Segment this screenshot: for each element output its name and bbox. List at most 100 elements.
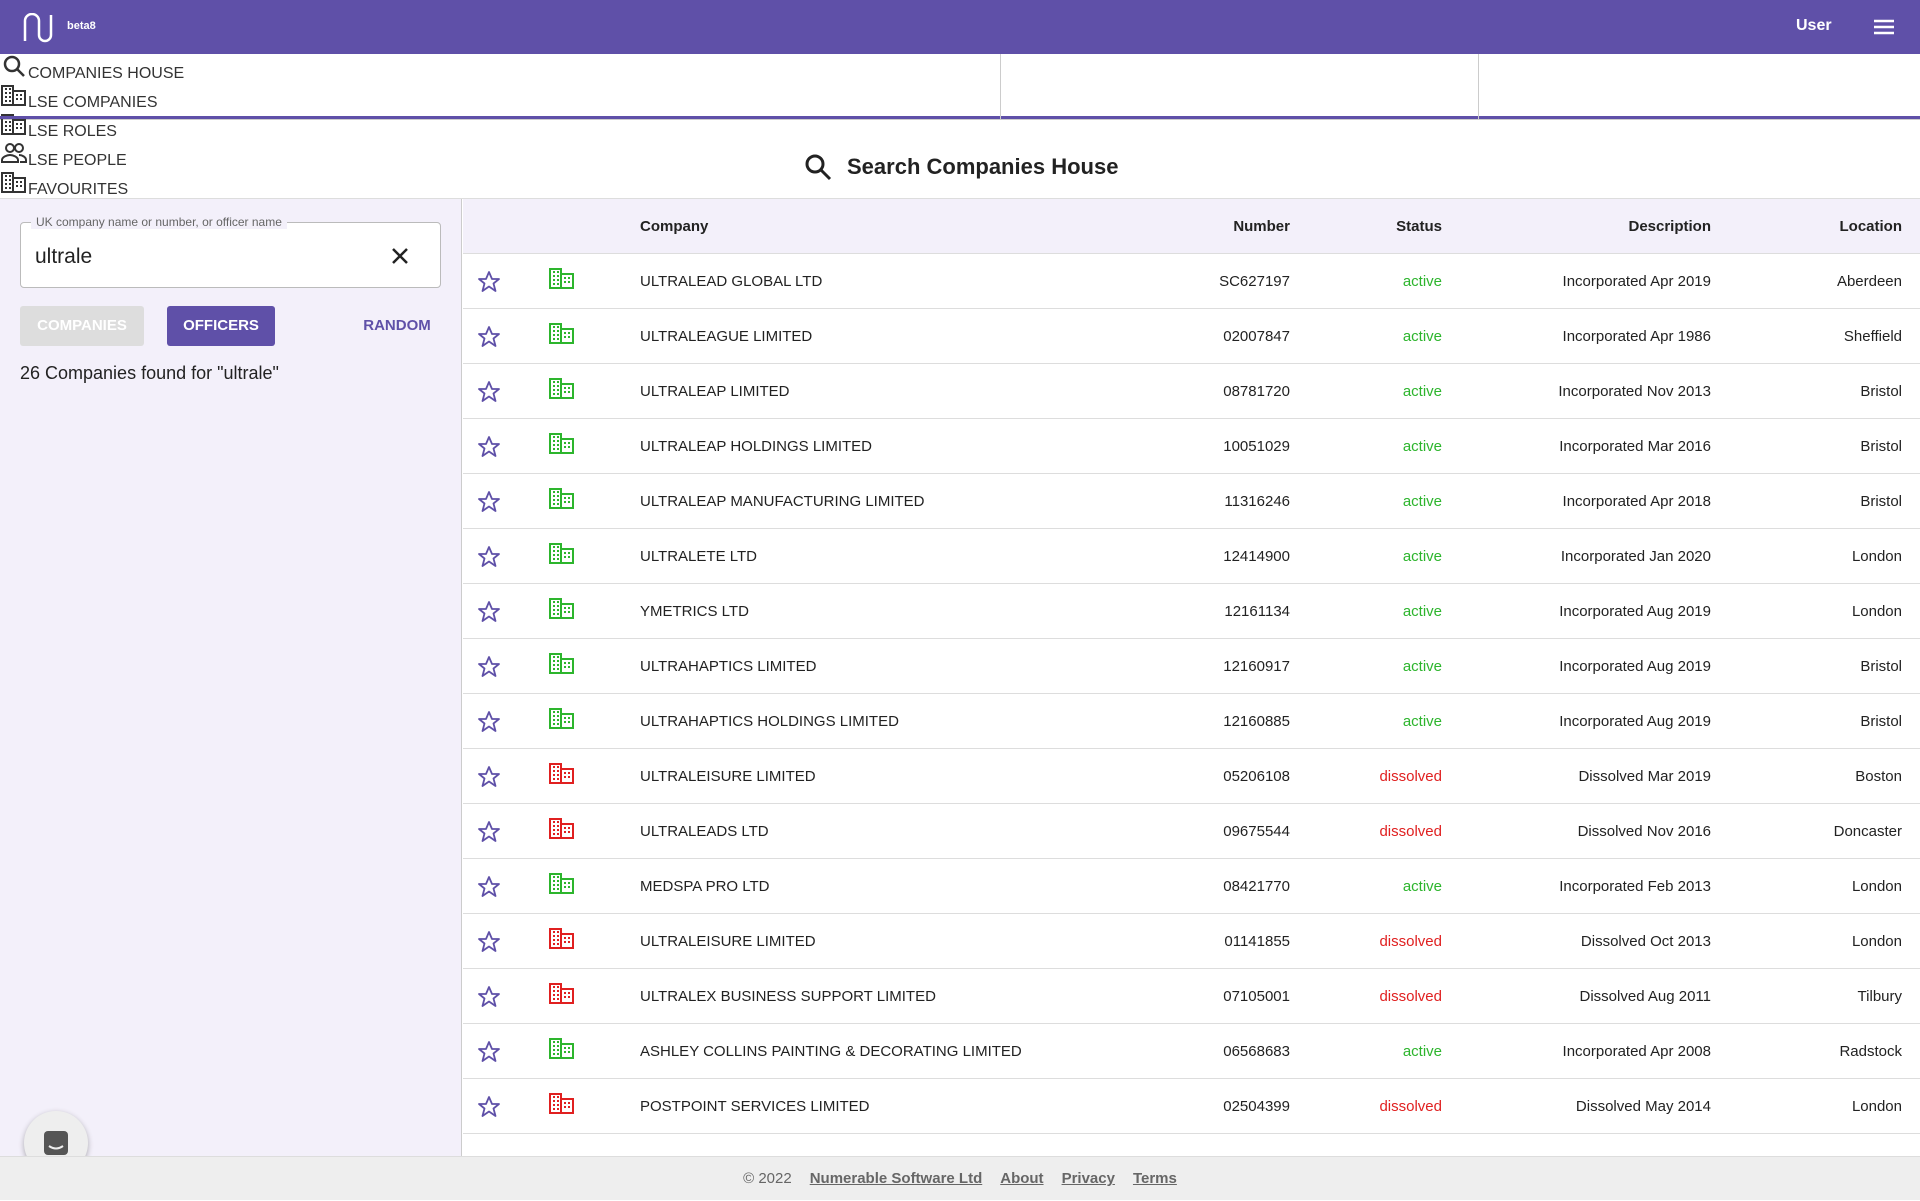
table-row[interactable]: POSTPOINT SERVICES LIMITED 02504399 dissol… <box>463 1079 1920 1134</box>
column-header[interactable]: Location <box>1839 218 1903 235</box>
menu-button[interactable] <box>1872 17 1896 37</box>
tab-label: FAVOURITES <box>28 181 129 198</box>
tab[interactable]: LSE PEOPLE <box>0 141 276 170</box>
company-description: Dissolved Oct 2013 <box>1580 933 1711 950</box>
company-description: Incorporated Feb 2013 <box>1559 878 1711 895</box>
tab-label: LSE ROLES <box>28 123 117 140</box>
company-number: 08421770 <box>1223 878 1290 895</box>
input-value: ultrale <box>35 245 93 268</box>
company-description: Incorporated Apr 1986 <box>1562 328 1711 345</box>
company-location: Sheffield <box>1843 328 1902 345</box>
table-row[interactable]: ULTRALEISURE LIMITED 05206108 dissolved Dis… <box>463 749 1920 804</box>
status-icon <box>548 580 576 635</box>
companies-button[interactable]: COMPANIES <box>20 306 144 346</box>
column-header[interactable]: Company <box>640 218 709 235</box>
company-status: active <box>1402 1043 1442 1060</box>
footer-link[interactable]: Privacy <box>1061 1170 1115 1187</box>
random-button[interactable]: RANDOM <box>363 317 431 334</box>
company-location: Aberdeen <box>1836 273 1902 290</box>
company-location: Bristol <box>1860 493 1902 510</box>
company-name: ULTRALEAP MANUFACTURING LIMITED <box>640 493 925 510</box>
tab[interactable]: FAVOURITES <box>0 170 276 199</box>
column-header[interactable]: Description <box>1628 218 1711 235</box>
table-header: Company Number Status Description Location <box>463 199 1920 254</box>
company-description: Incorporated Nov 2013 <box>1558 383 1711 400</box>
favourite-star[interactable] <box>477 474 501 529</box>
status-icon <box>548 800 576 855</box>
status-icon <box>548 910 576 965</box>
tab[interactable]: LSE COMPANIES <box>0 83 276 112</box>
favourite-star[interactable] <box>477 914 501 969</box>
tab[interactable]: COMPANIES HOUSE <box>0 54 1920 119</box>
logo[interactable] <box>22 13 54 43</box>
table-row[interactable]: ULTRALEISURE LIMITED 01141855 dissolved Dis… <box>463 914 1920 969</box>
column-header[interactable]: Number <box>1233 218 1290 235</box>
search-input[interactable]: UK company name or number, or officer na… <box>20 215 441 288</box>
table-row[interactable]: ULTRALEX BUSINESS SUPPORT LIMITED 0710500… <box>463 969 1920 1024</box>
status-icon <box>548 360 576 415</box>
user-menu[interactable]: User <box>1796 17 1832 34</box>
favourite-star[interactable] <box>477 584 501 639</box>
table-row[interactable]: MEDSPA PRO LTD 08421770 active Incorporated… <box>463 859 1920 914</box>
favourite-star[interactable] <box>477 254 501 309</box>
search-icon <box>805 154 832 181</box>
favourite-star[interactable] <box>477 749 501 804</box>
favourite-star[interactable] <box>477 364 501 419</box>
footer: © 2022 Numerable Software Ltd About Privacy… <box>0 1156 1920 1200</box>
table-row[interactable]: YMETRICS LTD 12161134 active Incorporated A… <box>463 584 1920 639</box>
tab-label: LSE COMPANIES <box>28 94 158 111</box>
company-status: active <box>1402 493 1442 510</box>
company-name: ULTRALEISURE LIMITED <box>640 933 816 950</box>
favourite-star[interactable] <box>477 1079 501 1134</box>
footer-link[interactable]: Numerable Software Ltd <box>809 1170 983 1187</box>
company-location: Bristol <box>1860 713 1902 730</box>
company-description: Incorporated Aug 2019 <box>1559 603 1711 620</box>
company-name: YMETRICS LTD <box>640 603 749 620</box>
company-name: POSTPOINT SERVICES LIMITED <box>640 1098 870 1115</box>
company-description: Incorporated Aug 2019 <box>1559 658 1711 675</box>
favourite-star[interactable] <box>477 804 501 859</box>
tab-label: LSE PEOPLE <box>28 152 127 169</box>
officers-button[interactable]: OFFICERS <box>167 306 275 346</box>
footer-link[interactable]: About <box>1000 1170 1044 1187</box>
company-description: Incorporated Apr 2008 <box>1562 1043 1711 1060</box>
tab-bar: COMPANIES HOUSE LSE COMPANIES LSE ROLES LSE… <box>0 54 1920 285</box>
badge: beta8 <box>67 20 96 32</box>
tab-label: COMPANIES HOUSE <box>28 65 185 82</box>
company-status: dissolved <box>1379 1098 1442 1115</box>
company-number: 02007847 <box>1223 328 1290 345</box>
favourite-star[interactable] <box>477 1024 501 1079</box>
company-status: active <box>1402 548 1442 565</box>
table-row[interactable]: ULTRALETE LTD 12414900 active Incorporated … <box>463 529 1920 584</box>
footer-link[interactable]: Terms <box>1132 1170 1177 1187</box>
favourite-star[interactable] <box>477 694 501 749</box>
status-icon <box>548 745 576 800</box>
table-row[interactable]: ASHLEY COLLINS PAINTING & DECORATING LIM… <box>463 1024 1920 1079</box>
company-name: MEDSPA PRO LTD <box>640 878 770 895</box>
company-number: 01141855 <box>1224 933 1290 950</box>
favourite-star[interactable] <box>477 309 501 364</box>
table-row[interactable]: ULTRALEAP HOLDINGS LIMITED 10051029 active… <box>463 419 1920 474</box>
tab-separator <box>1478 54 1479 120</box>
favourite-star[interactable] <box>477 859 501 914</box>
company-status: active <box>1402 713 1442 730</box>
favourite-star[interactable] <box>477 419 501 474</box>
company-status: dissolved <box>1379 988 1442 1005</box>
favourite-star[interactable] <box>477 969 501 1024</box>
favourite-star[interactable] <box>477 529 501 584</box>
table-row[interactable]: ULTRALEAP MANUFACTURING LIMITED 11316246 a… <box>463 474 1920 529</box>
company-status: active <box>1402 438 1442 455</box>
column-header[interactable]: Status <box>1396 218 1442 235</box>
favourite-star[interactable] <box>477 639 501 694</box>
input-label: UK company name or number, or officer na… <box>31 215 287 229</box>
table-row[interactable]: ULTRAHAPTICS LIMITED 12160917 active Incorp… <box>463 639 1920 694</box>
table-row[interactable]: ULTRAHAPTICS HOLDINGS LIMITED 12160885 act… <box>463 694 1920 749</box>
table-row[interactable]: ULTRALEAP LIMITED 08781720 active Incorpora… <box>463 364 1920 419</box>
table-row[interactable]: ULTRALEADS LTD 09675544 dissolved Dissolved… <box>463 804 1920 859</box>
table-row[interactable]: ULTRALEAD GLOBAL LTD SC627197 active Incorp… <box>463 254 1920 309</box>
clear-button[interactable] <box>389 245 411 267</box>
status-icon <box>548 525 576 580</box>
company-status: active <box>1402 603 1442 620</box>
table-row[interactable]: ULTRALEAGUE LIMITED 02007847 active Incorpo… <box>463 309 1920 364</box>
